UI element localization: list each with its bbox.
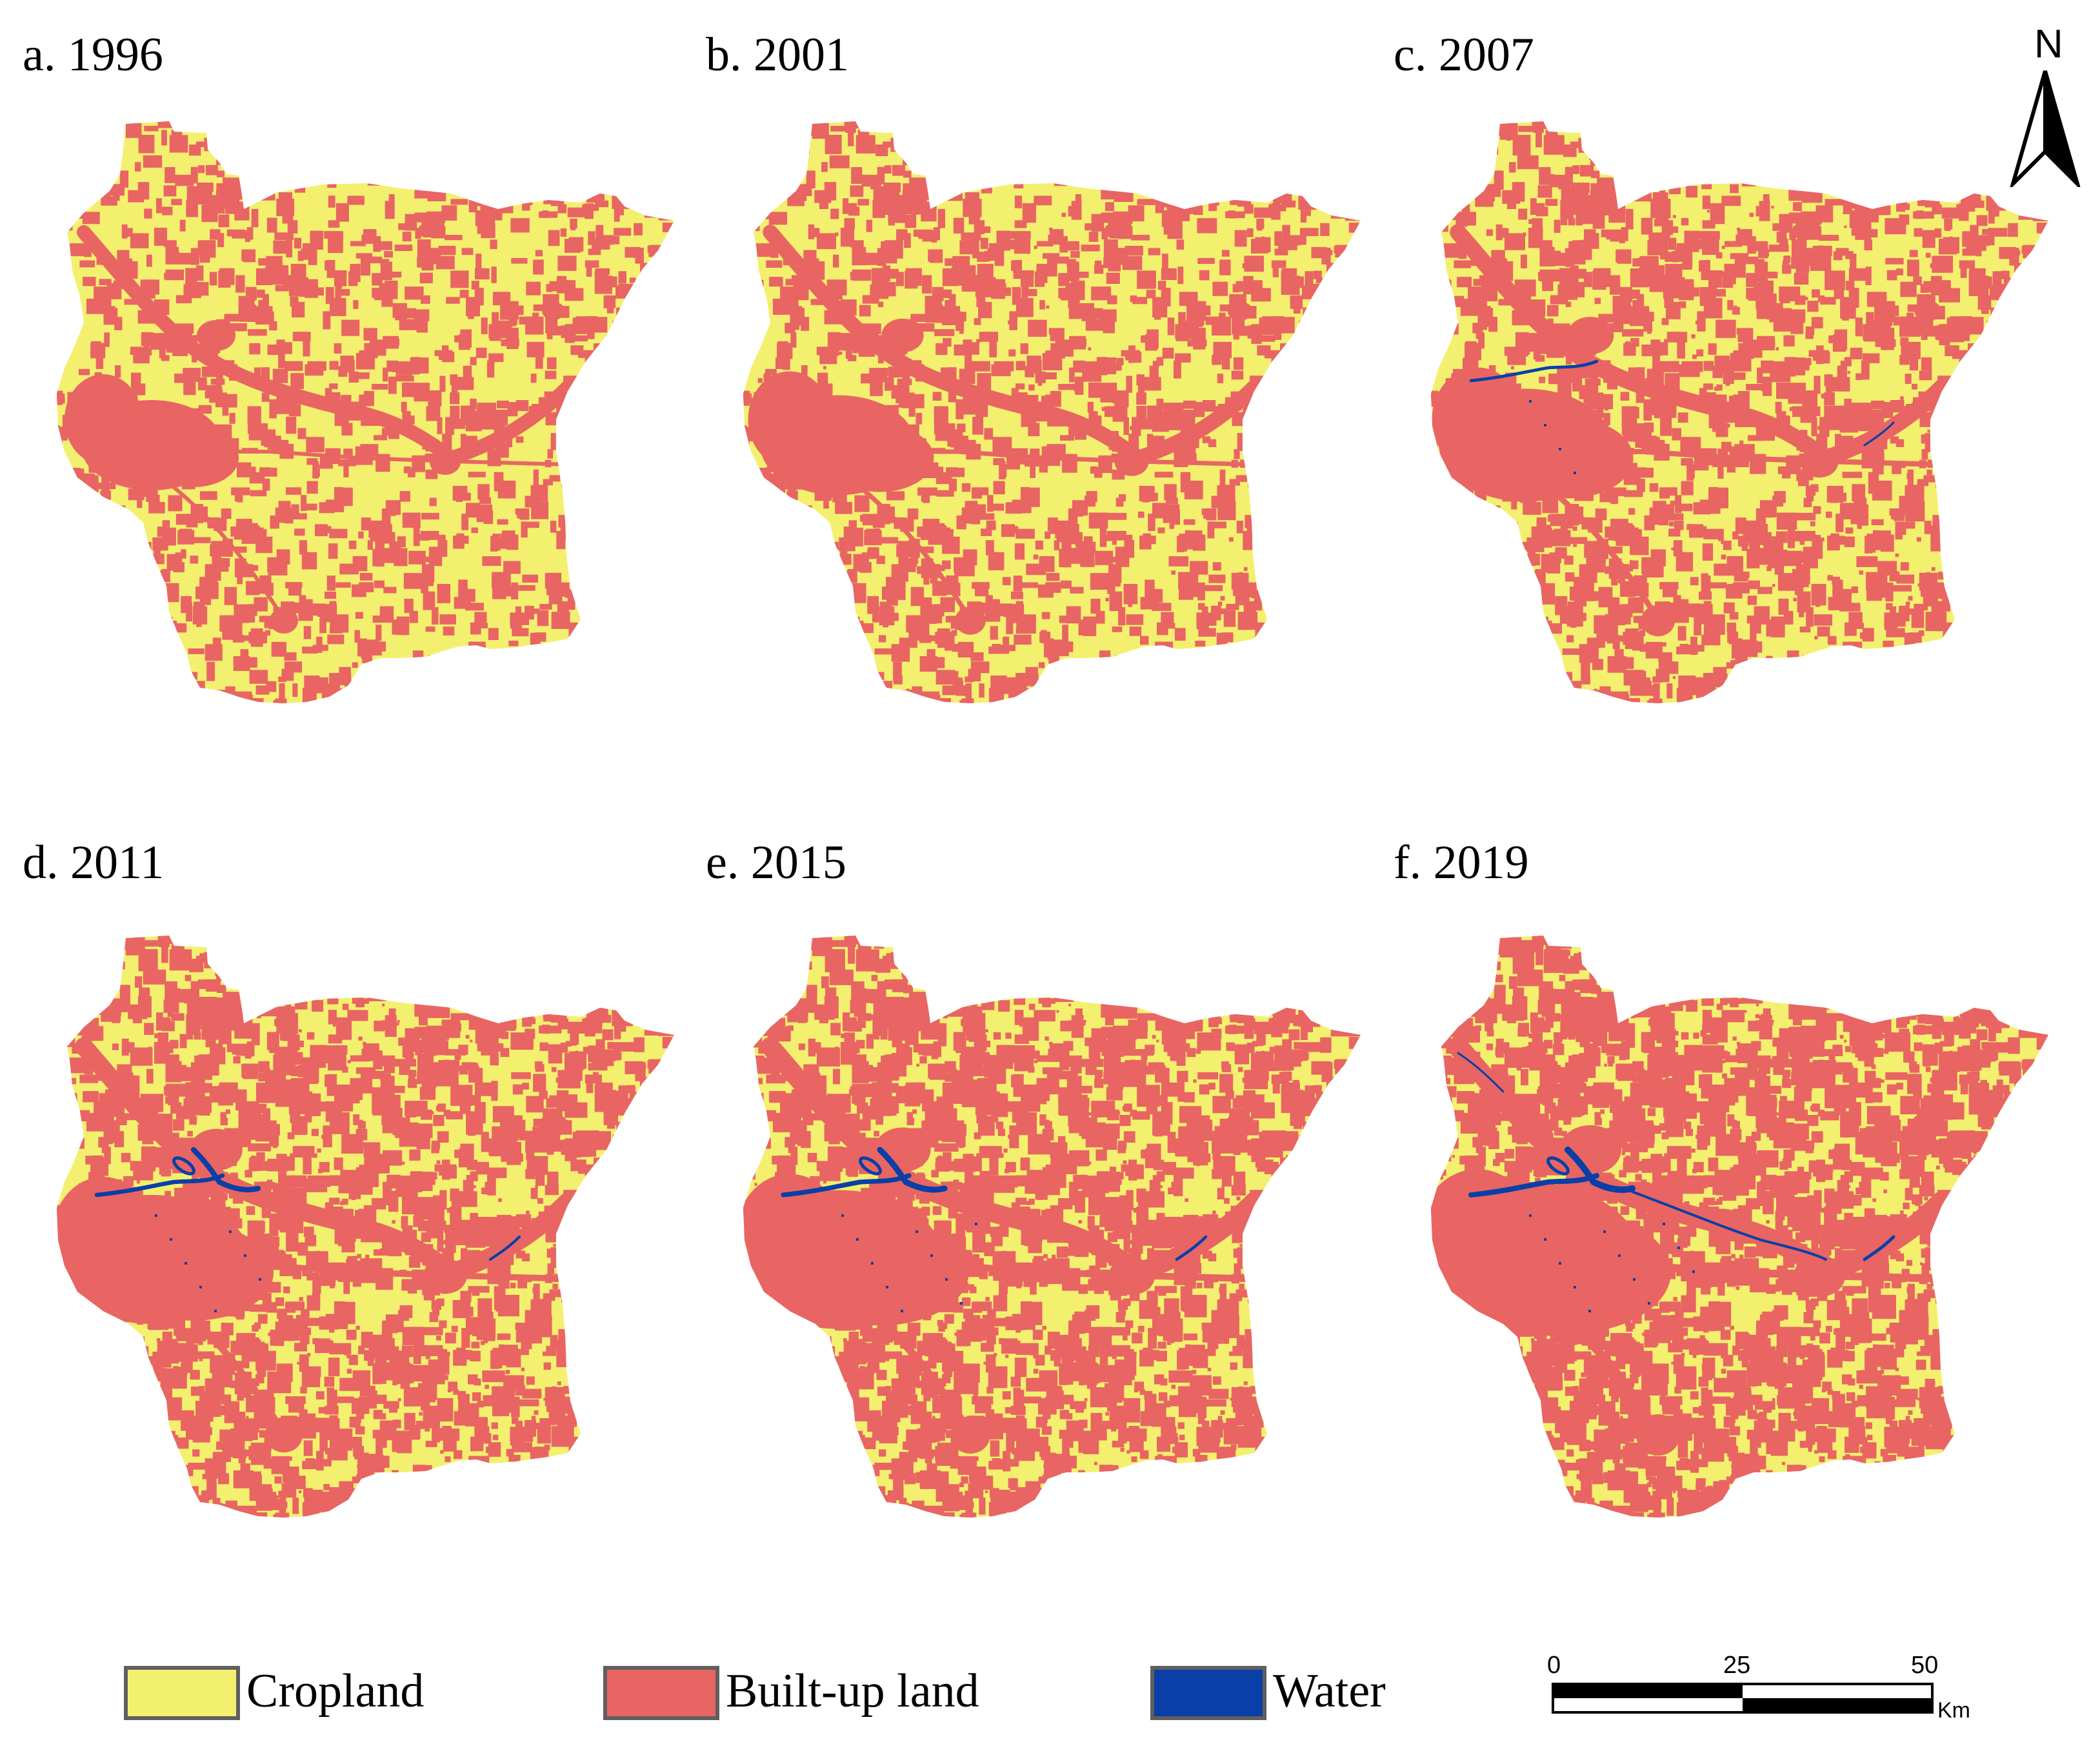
water-layer <box>781 1147 1208 1312</box>
builtup-layer <box>743 936 1361 1518</box>
panel-label-e: e. 2015 <box>706 836 846 889</box>
scale-tick-0: 0 <box>1547 1652 1561 1679</box>
legend-label-cropland: Cropland <box>246 1665 425 1718</box>
panel-label-a: a. 1996 <box>23 28 163 81</box>
north-arrow-letter: N <box>2034 22 2063 66</box>
north-arrow-icon <box>2010 70 2081 187</box>
legend-swatch-cropland <box>124 1666 240 1720</box>
legend-water: Water <box>1150 1666 1447 1724</box>
map-panel-b <box>743 121 1361 703</box>
water-layer <box>94 1147 521 1312</box>
legend-swatch-builtup <box>603 1666 719 1720</box>
panel-label-c: c. 2007 <box>1394 28 1534 81</box>
map-panel-c <box>1431 121 2048 703</box>
legend-label-water: Water <box>1273 1665 1386 1718</box>
scale-unit: Km <box>1937 1698 1970 1723</box>
map-panel-e <box>743 936 1361 1518</box>
map-panel-f <box>1431 936 2048 1518</box>
panel-label-d: d. 2011 <box>23 836 165 889</box>
water-layer <box>1457 1052 1895 1312</box>
legend-cropland: Cropland <box>124 1666 485 1724</box>
legend-label-builtup: Built-up land <box>726 1665 979 1718</box>
panel-label-b: b. 2001 <box>706 28 849 81</box>
legend-builtup: Built-up land <box>603 1666 1042 1724</box>
legend-swatch-water <box>1150 1666 1266 1720</box>
scale-tick-25: 25 <box>1723 1652 1751 1679</box>
water-layer <box>1469 359 1895 474</box>
scale-bar <box>1552 1683 1934 1714</box>
panel-label-f: f. 2019 <box>1394 836 1529 889</box>
map-panel-a <box>57 121 674 703</box>
scale-tick-50: 50 <box>1911 1652 1939 1679</box>
map-panel-d <box>57 936 674 1518</box>
